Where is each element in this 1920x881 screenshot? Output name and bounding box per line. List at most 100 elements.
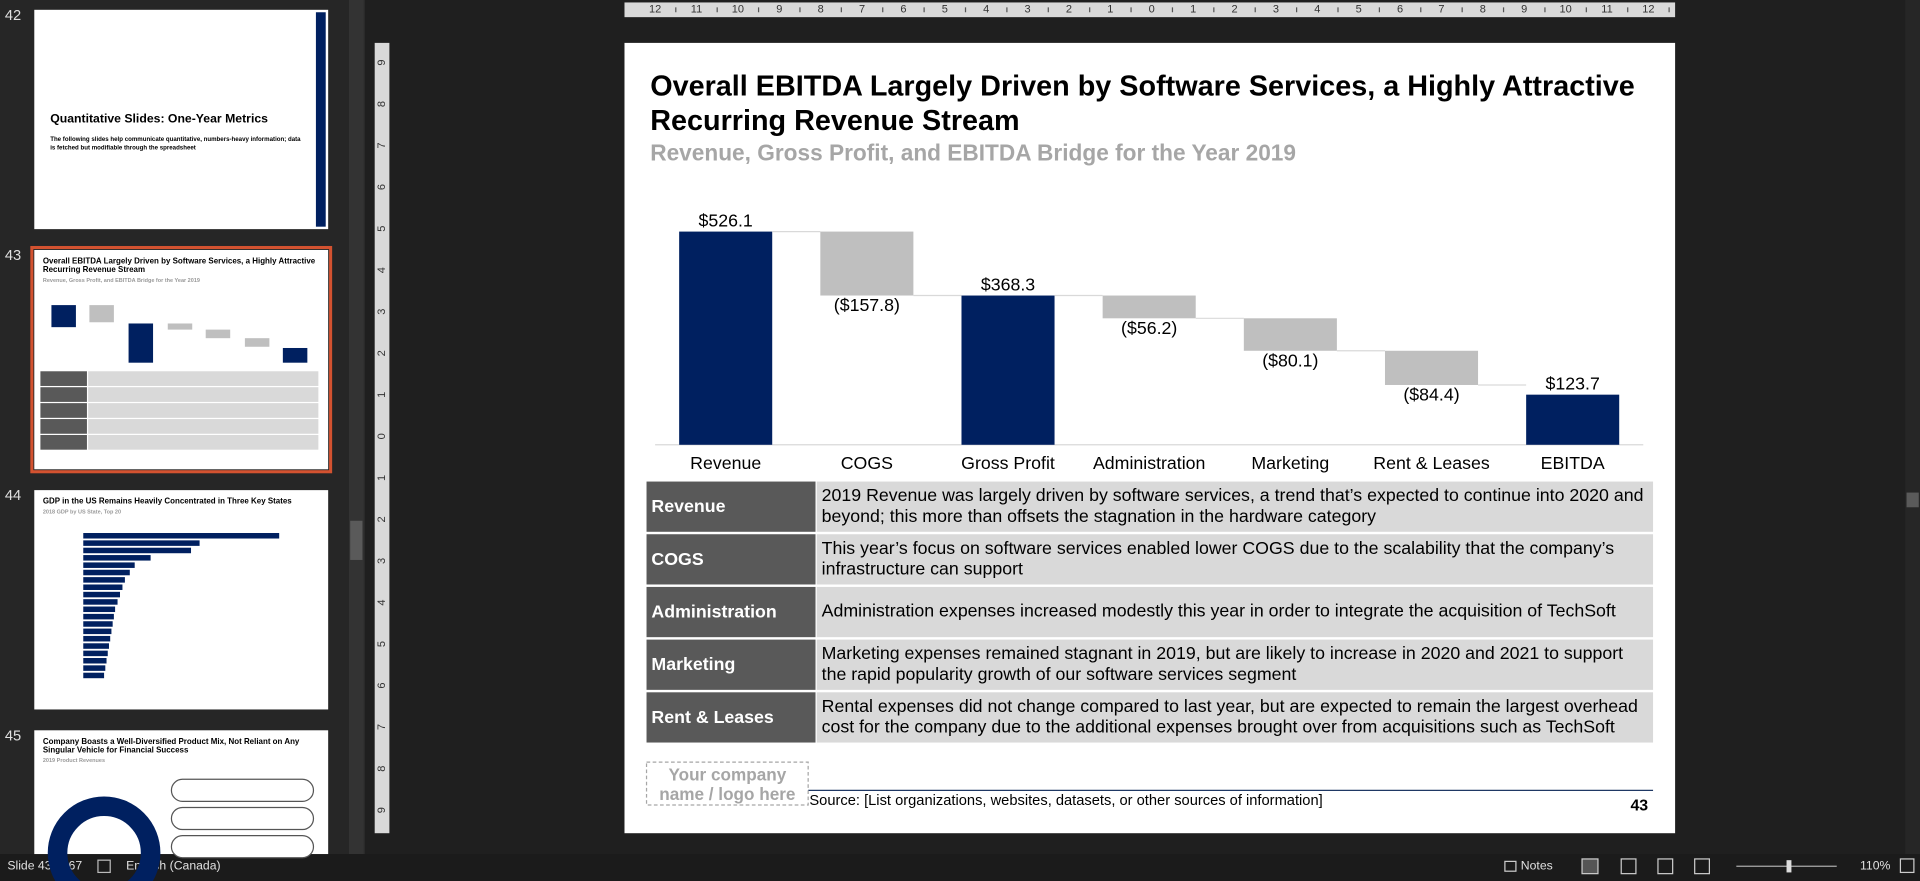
notes-icon[interactable] <box>1504 860 1517 872</box>
slide-number: 44 <box>5 488 21 504</box>
row-label: Administration <box>651 602 777 622</box>
row-text-cell <box>816 586 1654 638</box>
row-label-box: Marketing <box>651 654 736 675</box>
zoom-handle[interactable] <box>1786 860 1792 873</box>
ruler-number: 8 <box>818 4 824 16</box>
thumbnail[interactable] <box>34 490 329 710</box>
ruler-number: 2 <box>1066 4 1072 16</box>
ruler-number: 9 <box>1521 4 1527 16</box>
ruler-number: 4 <box>1314 4 1320 16</box>
slideshow-view[interactable] <box>1694 858 1710 875</box>
logo-text: Your company name / logo here <box>659 763 796 804</box>
thumb-bar <box>83 665 106 671</box>
value-label: $526.1 <box>699 210 753 230</box>
category-label: COGS <box>841 453 893 473</box>
ruler-number: 3 <box>1273 4 1279 16</box>
thumb-bar <box>83 540 200 546</box>
ruler-number: 1 <box>1107 4 1113 16</box>
thumb-bar <box>128 323 154 363</box>
thumb-bar <box>244 338 270 347</box>
zoom-level[interactable]: 110% <box>1860 859 1890 873</box>
fit-button[interactable] <box>1899 858 1915 874</box>
reading-view[interactable] <box>1657 858 1674 875</box>
row-label-box: COGS <box>651 550 703 570</box>
value-label: ($80.1) <box>1262 350 1318 370</box>
row-label: Marketing <box>651 654 736 675</box>
thumbnail[interactable] <box>34 9 329 230</box>
thumb-bar <box>83 621 113 627</box>
vertical-ruler <box>374 42 390 834</box>
ruler-number: 6 <box>376 184 388 190</box>
logo-text-box: Your company name / logo here <box>659 763 796 804</box>
category-label: Marketing <box>1251 453 1329 473</box>
ruler-number: 3 <box>376 309 388 315</box>
editor-scroll-thumb[interactable] <box>1906 492 1919 508</box>
thumb-text: 2018 GDP by US State, Top 20 <box>42 508 122 515</box>
row-label-box: Revenue <box>651 497 725 517</box>
ruler-number: 1 <box>376 392 388 398</box>
row-label-box: Rent & Leases <box>651 707 774 728</box>
ruler-number: 6 <box>376 682 388 688</box>
thumb-pill <box>170 835 315 859</box>
source: Source: [List organizations, websites, d… <box>809 793 1322 809</box>
thumb-title-box: Company Boasts a Well-Diversified Produc… <box>43 738 300 755</box>
ruler-number: 2 <box>376 350 388 356</box>
row-label-cell <box>646 692 816 743</box>
category-label: Rent & Leases <box>1373 453 1490 473</box>
thumb-bar <box>83 562 135 568</box>
accessibility-icon[interactable] <box>97 859 111 874</box>
ruler-number: 4 <box>983 4 989 16</box>
slide-subtitle: Revenue, Gross Profit, and EBITDA Bridge… <box>650 139 1297 166</box>
thumb-row-label <box>40 434 87 450</box>
ruler-number: 10 <box>732 4 744 16</box>
ruler-number: 6 <box>900 4 906 16</box>
thumb-scroll-thumb[interactable] <box>350 520 363 560</box>
row-text-cell <box>816 639 1654 690</box>
bar <box>961 295 1055 445</box>
value-label: ($56.2) <box>1121 318 1177 338</box>
thumb-row-label <box>40 387 87 402</box>
thumb-bar <box>83 591 120 598</box>
sorter-view[interactable] <box>1620 858 1637 875</box>
ruler-number: 5 <box>1356 4 1362 16</box>
thumb-bar <box>83 577 125 583</box>
thumb-bar <box>83 606 116 613</box>
row-text-box: Administration expenses increased modest… <box>821 601 1616 622</box>
thumb-bar <box>83 569 130 576</box>
thumb-scrollbar[interactable] <box>348 0 364 855</box>
ruler-number: 12 <box>649 4 661 16</box>
ruler-number: 0 <box>1149 4 1155 16</box>
row-text: Administration expenses increased modest… <box>821 601 1616 622</box>
thumb-title: GDP in the US Remains Heavily Concentrat… <box>42 497 292 507</box>
thumb-bar <box>83 584 123 590</box>
logo-box <box>645 761 809 806</box>
ruler-number: 9 <box>776 4 782 16</box>
thumb-bar <box>83 547 192 554</box>
ruler-number: 11 <box>1601 4 1612 16</box>
value-label: $368.3 <box>981 274 1035 294</box>
thumb-bar <box>205 329 231 339</box>
slide-number: 42 <box>5 8 21 24</box>
ruler-number: 7 <box>1438 4 1444 16</box>
thumb-title: Overall EBITDA Largely Driven by Softwar… <box>42 257 316 275</box>
selected-frame <box>30 245 333 474</box>
thumb-title-box: Overall EBITDA Largely Driven by Softwar… <box>42 257 316 275</box>
thumb-pill <box>170 806 315 831</box>
thumb-text: The following slides help communicate qu… <box>50 136 301 152</box>
bar <box>1526 394 1620 445</box>
category-label: Revenue <box>690 453 761 473</box>
thumb-bar <box>83 555 151 561</box>
ruler-number: 10 <box>1560 4 1572 16</box>
row-label: Rent & Leases <box>651 707 774 728</box>
row-text: Marketing expenses remained stagnant in … <box>821 643 1624 685</box>
ruler-number: 2 <box>376 516 388 522</box>
thumb-bar <box>83 672 105 679</box>
row-label-cell <box>646 586 816 638</box>
editor-scrollbar[interactable] <box>1905 0 1920 855</box>
normal-view[interactable] <box>1581 858 1599 875</box>
ruler-number: 9 <box>376 807 388 813</box>
thumb-bar <box>51 305 76 328</box>
notes-button[interactable]: Notes <box>1521 859 1553 873</box>
